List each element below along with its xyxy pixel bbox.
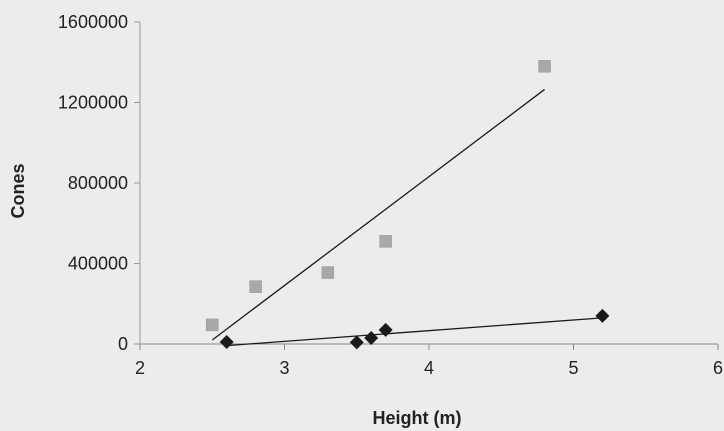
x-tick-label: 5 (568, 358, 578, 378)
x-axis-title: Height (m) (373, 408, 462, 428)
data-point-diamond (349, 335, 364, 350)
data-point-square (249, 280, 262, 293)
data-point-diamond (219, 334, 234, 349)
x-tick-label: 2 (135, 358, 145, 378)
trendline-series-1 (211, 88, 545, 341)
x-tick-label: 4 (424, 358, 434, 378)
x-tick-label: 3 (279, 358, 289, 378)
tick-labels: 2 3 4 5 6 0 400000 800000 1200000 1600000 (58, 12, 723, 378)
y-tick-label: 1600000 (58, 12, 128, 32)
data-point-square (321, 266, 335, 279)
y-tick-label: 400000 (68, 254, 128, 274)
y-tick-label: 0 (118, 334, 128, 354)
data-point-diamond (378, 322, 393, 337)
data-point-square (538, 60, 551, 73)
y-tick-label: 800000 (68, 173, 128, 193)
axes (139, 22, 718, 345)
data-point-square (379, 235, 392, 248)
y-tick-label: 1200000 (58, 93, 128, 113)
data-point-square (206, 318, 219, 332)
trendline-series-2 (226, 317, 603, 347)
data-point-diamond (364, 330, 379, 345)
trendlines (211, 88, 603, 347)
x-tick-label: 6 (713, 358, 723, 378)
data-points (206, 60, 610, 350)
data-point-diamond (595, 308, 610, 323)
y-axis-title: Cones (8, 163, 28, 218)
